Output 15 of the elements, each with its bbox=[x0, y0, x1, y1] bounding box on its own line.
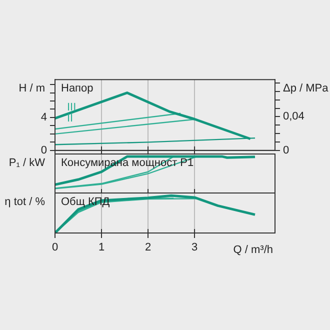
y-tick-label: 4 bbox=[40, 112, 47, 124]
y2-tick-label: 0,04 bbox=[283, 110, 304, 123]
chart-title: Напор bbox=[61, 82, 94, 95]
y2-tick-label: 0 bbox=[283, 144, 290, 156]
y-axis-title: η tot / % bbox=[4, 196, 46, 208]
y2-axis-title: Δp / MPa bbox=[283, 82, 330, 95]
y-axis-title: H / m bbox=[18, 82, 45, 95]
x-tick-label: 0 bbox=[52, 242, 58, 254]
x-axis-title: Q / m³/h bbox=[233, 244, 273, 256]
x-tick-label: 2 bbox=[144, 242, 152, 254]
x-tick-label: 3 bbox=[191, 242, 198, 254]
annotation: II bbox=[67, 112, 74, 125]
annotation: III bbox=[67, 102, 76, 114]
x-tick-label: 1 bbox=[98, 242, 105, 254]
y-axis-title: P₁ / kW bbox=[8, 157, 46, 170]
